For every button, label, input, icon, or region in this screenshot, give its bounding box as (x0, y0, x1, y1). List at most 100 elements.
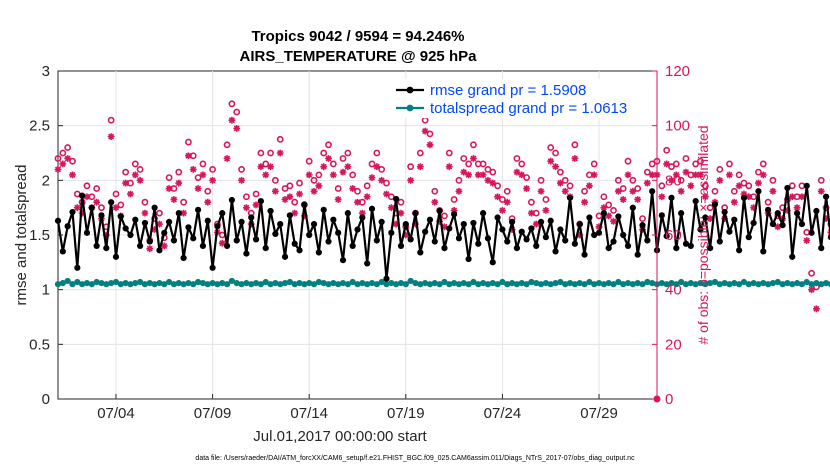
totalspread-point (716, 281, 723, 288)
rmse-point (726, 228, 733, 235)
legend-spread-label: totalspread grand pr = 1.0613 (430, 100, 627, 117)
totalspread-point (586, 278, 593, 286)
totalspread-point (769, 280, 777, 287)
obs-assimilated-point (296, 190, 303, 198)
totalspread-point (595, 280, 603, 287)
rmse-point (755, 188, 762, 195)
rmse-point (793, 210, 801, 217)
obs-possible-point (639, 215, 646, 222)
obs-assimilated-point (387, 204, 395, 212)
obs-possible-point (199, 160, 207, 168)
totalspread-point (141, 281, 149, 288)
totalspread-point (209, 280, 216, 287)
rmse-point (678, 210, 685, 217)
rmse-point (161, 229, 168, 236)
rmse-point (542, 234, 549, 241)
totalspread-point (426, 281, 434, 288)
obs-assimilated-point (750, 204, 758, 212)
rmse-point (281, 253, 289, 260)
obs-possible-point (788, 182, 796, 190)
obs-assimilated-point (334, 196, 342, 203)
rmse-point (354, 226, 361, 233)
totalspread-point (349, 278, 356, 286)
totalspread-point (306, 280, 313, 287)
obs-possible-point (223, 141, 231, 149)
rmse-point (600, 210, 607, 217)
rmse-point (489, 259, 496, 266)
obs-assimilated-point (508, 226, 516, 233)
totalspread-point (639, 281, 646, 288)
rmse-point (692, 198, 699, 205)
rmse-point (54, 217, 62, 224)
obs-assimilated-point (431, 198, 439, 206)
totalspread-point (199, 280, 207, 287)
rmse-point (663, 232, 670, 240)
rmse-point (272, 230, 279, 238)
rmse-point (373, 237, 380, 244)
rmse-point (566, 194, 574, 201)
obs-assimilated-point (547, 157, 555, 165)
totalspread-point (629, 281, 636, 288)
rmse-point (194, 206, 202, 213)
rmse-point (446, 225, 453, 232)
legend: rmse grand pr = 1.5908 totalspread grand… (389, 79, 655, 118)
obs-assimilated-point (556, 179, 564, 187)
obs-possible-point (315, 171, 323, 179)
totalspread-point (431, 280, 438, 287)
obs-assimilated-point (344, 163, 352, 171)
totalspread-point (508, 280, 516, 287)
totalspread-point (228, 277, 236, 285)
totalspread-point (364, 281, 371, 288)
totalspread-point (335, 281, 342, 288)
obs-possible-point (194, 174, 202, 181)
rmse-point (673, 245, 680, 252)
totalspread-point (223, 281, 231, 288)
obs-assimilated-point (281, 196, 289, 203)
rmse-point (233, 237, 240, 244)
totalspread-point (808, 281, 815, 288)
rmse-point (504, 238, 511, 245)
obs-possible-point (735, 171, 743, 179)
obs-assimilated-point (677, 187, 685, 195)
rmse-point (581, 251, 588, 258)
obs-possible-point (349, 171, 357, 179)
totalspread-point (663, 281, 670, 288)
rmse-point (562, 237, 569, 244)
totalspread-point (697, 280, 704, 287)
totalspread-point (257, 281, 264, 288)
rmse-point (494, 214, 501, 221)
totalspread-point (151, 281, 158, 288)
obs-assimilated-point (755, 179, 762, 187)
totalspread-point (161, 281, 168, 288)
obs-possible-point (494, 182, 501, 190)
rmse-point (634, 251, 641, 258)
obs-possible-point (378, 165, 386, 173)
obs-assimilated-point (69, 171, 76, 179)
obs-possible-point (740, 179, 748, 187)
rmse-point (808, 229, 815, 236)
rmse-point (349, 242, 356, 250)
obs-possible-point (759, 160, 767, 168)
obs-assimilated-point (489, 179, 497, 187)
totalspread-point (813, 280, 820, 287)
obs-assimilated-point (358, 209, 366, 217)
obs-possible-point (600, 193, 608, 201)
rmse-point (431, 238, 438, 245)
y-axis-right-label: # of obs: o=possible; ×=assimilated (695, 125, 711, 344)
obs-assimilated-point (470, 155, 477, 162)
obs-assimilated-point (112, 204, 120, 212)
obs-assimilated-point (518, 171, 526, 179)
obs-possible-point (291, 198, 299, 206)
rmse-point (74, 264, 81, 271)
obs-assimilated-point (402, 231, 410, 239)
obs-possible-point (54, 155, 62, 162)
obs-assimilated-point (445, 163, 453, 171)
obs-possible-point (745, 182, 753, 190)
rmse-point (141, 219, 149, 227)
rmse-point (98, 212, 105, 219)
rmse-point (533, 242, 540, 250)
obs-assimilated-point (552, 163, 559, 171)
totalspread-point (547, 281, 554, 288)
rmse-point (243, 250, 250, 257)
totalspread-point (185, 280, 192, 287)
